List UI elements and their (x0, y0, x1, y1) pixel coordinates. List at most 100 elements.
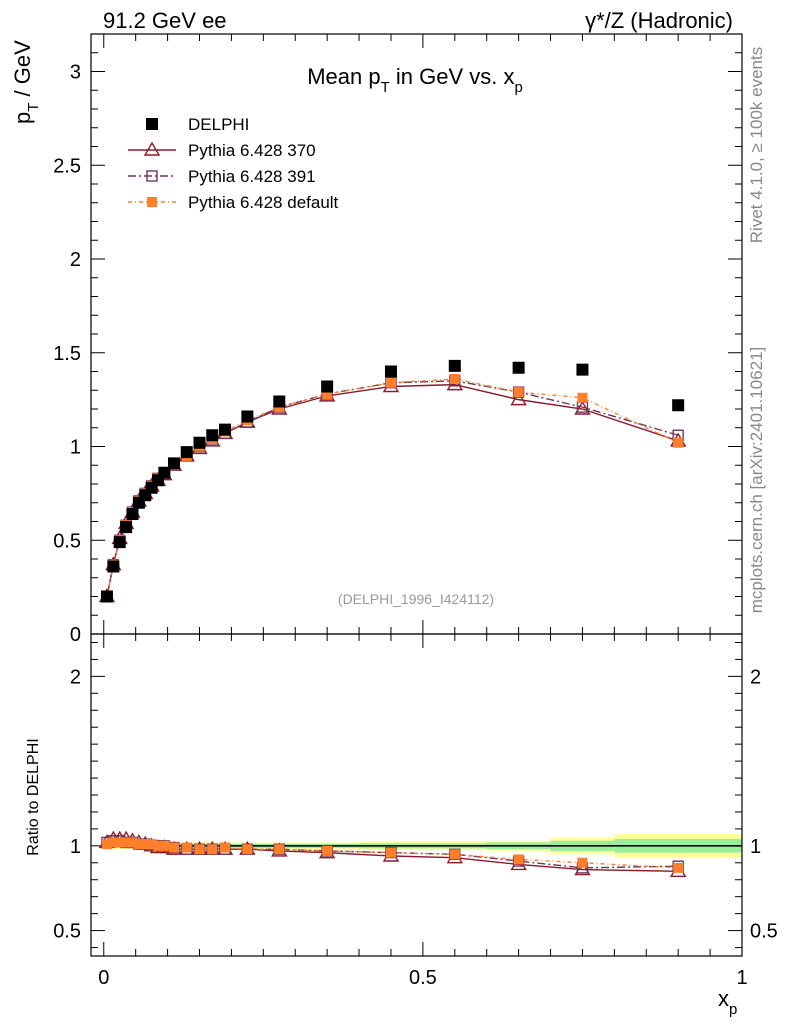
ratio-point-series-3 (146, 839, 157, 850)
main-point-series-0 (126, 508, 139, 520)
main-point-series-3 (577, 392, 588, 403)
title-sub-a: T (381, 79, 390, 96)
x-tick-label: 0 (98, 967, 109, 989)
x-axis-label: xp (718, 986, 737, 1018)
main-line-series-2 (106, 380, 679, 597)
main-point-series-0 (113, 536, 126, 549)
ratio-y-tick-label-right: 0.5 (750, 921, 778, 943)
legend-label-1: Pythia 6.428 370 (188, 141, 316, 160)
ratio-point-series-3 (168, 842, 179, 853)
title-sub-b: p (514, 79, 522, 96)
chart-title: Mean pT in GeV vs. xp (307, 64, 523, 96)
main-point-series-0 (219, 423, 232, 436)
main-point-series-0 (384, 365, 397, 378)
main-point-series-0 (193, 436, 206, 449)
main-point-series-0 (448, 359, 461, 372)
ratio-y-label: Ratio to DELPHI (25, 738, 42, 855)
main-point-series-3 (673, 437, 684, 448)
ratio-point-series-3 (153, 840, 164, 851)
x-label-main: x (718, 986, 729, 1011)
main-line-series-1 (106, 383, 679, 597)
main-point-series-3 (513, 387, 524, 398)
main-series-markers (98, 359, 687, 603)
main-point-series-0 (672, 399, 685, 412)
legend-marker-3 (147, 197, 157, 207)
x-tick-label: 0.5 (409, 967, 437, 989)
rivet-label: Rivet 4.1.0, ≥ 100k events (747, 47, 766, 243)
ratio-point-series-3 (449, 849, 460, 860)
ratio-point-series-3 (385, 847, 396, 858)
ratio-point-series-3 (140, 839, 151, 850)
ratio-point-series-3 (121, 837, 132, 848)
ratio-y-tick-label-right: 1 (750, 836, 761, 858)
y-axis-label: pT / GeV (10, 40, 42, 124)
main-point-series-0 (241, 410, 254, 423)
main-point-series-0 (107, 560, 120, 573)
main-point-series-0 (321, 380, 334, 393)
mcplots-label: mcplots.cern.ch [arXiv:2401.10621] (747, 347, 766, 613)
y-tick-label: 0.5 (53, 530, 81, 552)
main-point-series-0 (206, 429, 219, 442)
analysis-watermark: (DELPHI_1996_I424112) (338, 591, 494, 607)
y-tick-label: 2.5 (53, 155, 81, 177)
y-tick-label: 1.5 (53, 343, 81, 365)
ratio-y-tick-label-left: 1 (70, 836, 81, 858)
main-point-series-0 (167, 457, 180, 470)
ratio-point-series-3 (159, 840, 170, 851)
x-label-sub: p (729, 1001, 737, 1018)
legend-marker-1 (143, 141, 161, 156)
ratio-y-tick-label-left: 0.5 (53, 921, 81, 943)
ratio-axes: 0.5 0.5 1 1 2 2 0 0.5 1 (53, 633, 778, 989)
main-point-series-0 (180, 446, 193, 459)
legend-label-3: Pythia 6.428 default (188, 193, 339, 212)
main-point-series-1 (574, 400, 591, 415)
main-point-series-0 (512, 361, 525, 374)
y-label-sub: T (25, 103, 42, 112)
title-part-a: Mean p (307, 64, 380, 89)
main-series-lines (106, 378, 679, 597)
ratio-point-series-3 (101, 839, 112, 850)
main-point-series-1 (510, 391, 527, 406)
ratio-point-series-3 (108, 837, 119, 848)
main-point-series-0 (273, 395, 286, 408)
ratio-point-series-3 (114, 837, 125, 848)
ratio-point-series-1 (574, 861, 591, 876)
main-point-series-0 (576, 363, 589, 376)
y-tick-label: 0 (70, 624, 81, 646)
ratio-frame (90, 633, 743, 957)
ratio-point-series-3 (673, 862, 684, 873)
ratio-point-series-3 (274, 844, 285, 855)
ratio-point-series-3 (133, 839, 144, 850)
ratio-point-series-3 (207, 844, 218, 855)
ratio-point-series-3 (322, 845, 333, 856)
y-tick-label: 2 (70, 249, 81, 271)
ratio-point-series-3 (242, 844, 253, 855)
header-left: 91.2 GeV ee (103, 8, 227, 33)
ratio-y-tick-label-left: 2 (70, 666, 81, 688)
main-point-series-0 (158, 466, 171, 479)
main-point-series-3 (385, 377, 396, 388)
ratio-point-series-3 (513, 854, 524, 865)
ratio-point-series-3 (181, 842, 192, 853)
main-point-series-3 (449, 374, 460, 384)
main-point-series-0 (100, 590, 113, 603)
main-point-series-0 (120, 521, 133, 534)
legend-label-2: Pythia 6.428 391 (188, 167, 316, 186)
ratio-point-series-3 (127, 837, 138, 848)
main-point-series-3 (322, 389, 333, 399)
y-tick-label: 3 (70, 62, 81, 84)
title-part-b: in GeV vs. x (390, 64, 515, 89)
ratio-point-series-3 (220, 842, 231, 853)
y-label-main: p (10, 112, 35, 124)
legend-marker-2 (146, 170, 158, 182)
ratio-point-series-3 (577, 857, 588, 868)
ratio-series-markers (98, 830, 687, 877)
ratio-y-tick-label-right: 2 (750, 666, 761, 688)
legend-label-0: DELPHI (188, 115, 249, 134)
legend-marker-0 (146, 118, 158, 130)
x-tick-label: 1 (736, 967, 747, 989)
y-label-rest: / GeV (10, 40, 35, 103)
y-tick-label: 1 (70, 437, 81, 459)
header-right: γ*/Z (Hadronic) (585, 8, 733, 33)
